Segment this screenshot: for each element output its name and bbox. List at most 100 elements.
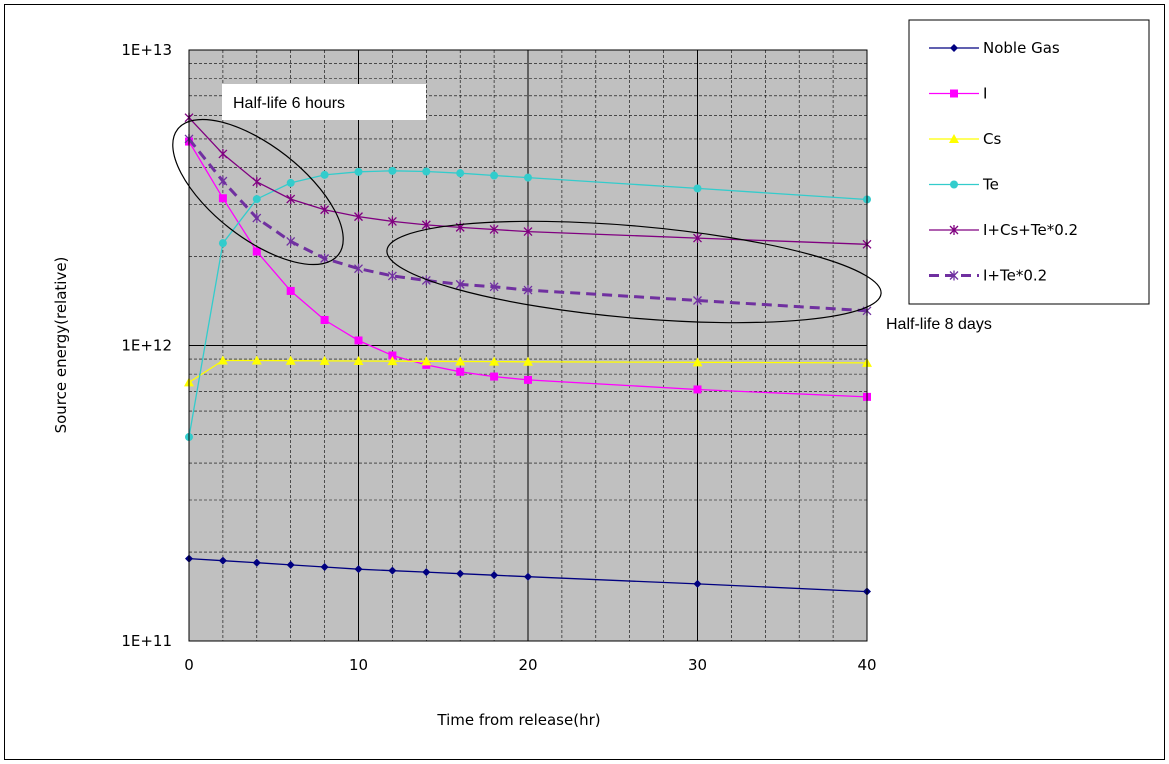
- data-point-i: [456, 367, 465, 376]
- data-point-i-cs-te-0-2: [693, 233, 702, 244]
- legend-item-noble-gas: Noble Gas: [929, 39, 1060, 57]
- data-point-i-te-0-2: [523, 285, 533, 296]
- data-point-cs: [319, 355, 330, 365]
- data-point-cs: [217, 355, 228, 365]
- data-point-noble-gas: [693, 579, 702, 588]
- y-tick-label: 1E+13: [121, 41, 172, 59]
- data-point-noble-gas: [218, 556, 227, 565]
- data-point-te: [490, 171, 499, 180]
- data-point-i-te-0-2: [693, 295, 702, 306]
- data-point-i-te-0-2: [286, 236, 296, 247]
- data-point-i-te-0-2: [252, 213, 262, 224]
- data-point-i-cs-te-0-2: [523, 226, 533, 237]
- x-tick-label: 40: [857, 656, 876, 674]
- data-point-i: [388, 351, 397, 360]
- legend-item-i: I: [929, 85, 987, 103]
- legend-swatch-marker: [950, 44, 958, 52]
- legend-box: [908, 19, 1150, 305]
- data-point-i-te-0-2: [489, 281, 499, 292]
- data-point-i-cs-te-0-2: [489, 224, 499, 235]
- data-point-noble-gas: [422, 568, 431, 577]
- legend-swatch-marker: [949, 225, 959, 235]
- data-point-cs: [387, 356, 398, 366]
- data-point-cs: [353, 356, 364, 366]
- data-point-te: [524, 173, 532, 182]
- data-point-cs: [251, 355, 262, 365]
- plot-frame: [188, 49, 868, 642]
- legend-label: I: [983, 85, 987, 103]
- legend-swatch-marker: [950, 89, 958, 98]
- data-point-noble-gas: [286, 560, 295, 569]
- annotation-8-days-text: Half-life 8 days: [886, 316, 992, 333]
- series-cs: [184, 355, 872, 387]
- data-point-te: [218, 239, 227, 248]
- data-point-cs: [455, 356, 466, 366]
- data-point-cs: [692, 357, 703, 367]
- data-point-te: [388, 166, 397, 175]
- legend-label: Cs: [983, 130, 1001, 148]
- legend-item-i-cs-te-0-2: I+Cs+Te*0.2: [929, 221, 1078, 239]
- data-point-cs: [523, 356, 533, 366]
- legend-label: I+Te*0.2: [983, 267, 1047, 285]
- y-axis-ticks: 1E+11 1E+12 1E+13: [121, 41, 172, 650]
- x-tick-label: 30: [688, 656, 707, 674]
- data-point-noble-gas: [320, 563, 329, 572]
- legend-label: I+Cs+Te*0.2: [983, 221, 1078, 239]
- data-point-noble-gas: [354, 565, 363, 574]
- data-point-te: [252, 195, 261, 204]
- legend-item-te: Te: [929, 176, 999, 194]
- data-point-i: [524, 375, 532, 384]
- annotation-6-hours-box: [222, 84, 426, 120]
- data-point-i-te-0-2: [455, 279, 465, 290]
- data-point-te: [693, 184, 702, 193]
- x-tick-label: 0: [184, 656, 194, 674]
- data-point-te: [286, 178, 295, 187]
- data-point-i-cs-te-0-2: [354, 211, 363, 222]
- y-tick-label: 1E+12: [121, 337, 172, 355]
- data-point-noble-gas: [524, 572, 532, 581]
- data-point-te: [456, 169, 465, 178]
- data-point-noble-gas: [490, 571, 499, 580]
- data-point-i: [252, 247, 261, 256]
- data-point-i-te-0-2: [354, 263, 363, 274]
- data-point-i-cs-te-0-2: [387, 216, 397, 227]
- data-point-noble-gas: [456, 569, 465, 578]
- series-te: [185, 166, 871, 442]
- legend: Noble Gas I Cs Te I+Cs+Te*0.2 I+Te*0.2: [908, 19, 1150, 305]
- data-point-i-te-0-2: [387, 270, 397, 281]
- data-point-i: [693, 385, 702, 394]
- legend-swatch-marker: [949, 134, 959, 143]
- legend-label: Noble Gas: [983, 39, 1060, 57]
- series-noble-gas: [185, 554, 871, 596]
- legend-swatch-marker: [949, 270, 959, 281]
- x-axis-ticks: 0 10 20 30 40: [184, 656, 876, 674]
- data-point-cs: [421, 356, 432, 366]
- y-axis-label: Source energy(relative): [52, 257, 70, 434]
- data-point-te: [422, 167, 431, 176]
- data-point-i-te-0-2: [421, 275, 431, 286]
- data-point-i: [218, 194, 227, 203]
- major-gridlines: [189, 50, 867, 641]
- data-point-i-te-0-2: [218, 176, 228, 187]
- annotation-6-hours-text: Half-life 6 hours: [233, 95, 345, 112]
- data-point-i: [320, 315, 329, 324]
- data-point-te: [354, 167, 363, 176]
- data-point-noble-gas: [388, 566, 397, 575]
- x-tick-label: 10: [349, 656, 368, 674]
- data-point-i-te-0-2: [320, 253, 330, 264]
- legend-swatch-marker: [950, 180, 958, 189]
- data-point-cs: [489, 356, 500, 366]
- data-point-i: [490, 372, 499, 381]
- data-point-i: [354, 336, 363, 345]
- data-point-i-cs-te-0-2: [320, 204, 330, 215]
- ellipse-8-days: [386, 220, 882, 324]
- data-point-cs: [285, 355, 296, 365]
- ellipse-6-hours: [172, 118, 344, 266]
- data-point-noble-gas: [252, 558, 261, 567]
- data-point-i-cs-te-0-2: [218, 148, 228, 159]
- x-tick-label: 20: [518, 656, 537, 674]
- data-point-te: [320, 170, 329, 179]
- x-axis-label: Time from release(hr): [436, 711, 600, 729]
- plot-area: [184, 49, 872, 642]
